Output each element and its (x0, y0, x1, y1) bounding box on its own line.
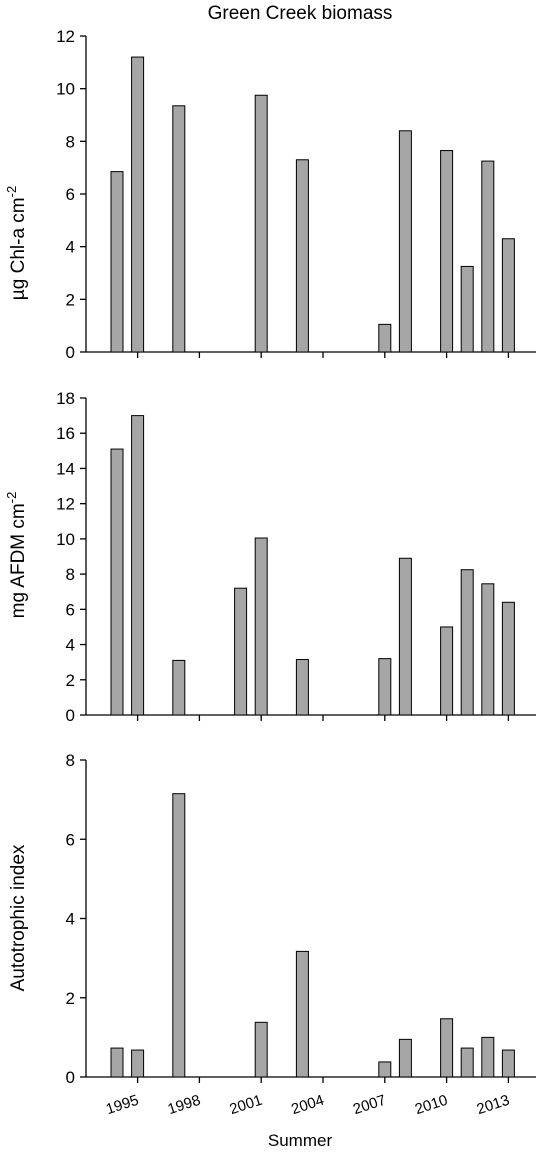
y-tick-label: 0 (66, 706, 75, 725)
bar-2010 (440, 150, 454, 353)
y-axis-label-exponent: -2 (4, 186, 19, 198)
x-tick-label: 2013 (475, 1092, 512, 1118)
y-tick-label: 16 (56, 424, 75, 443)
y-axis-label: Autotrophic index (8, 844, 29, 991)
bar-2012 (481, 160, 495, 353)
y-tick-label: 4 (66, 910, 75, 929)
bar-2010 (440, 1018, 454, 1078)
y-tick-label: 4 (66, 238, 75, 257)
bar-1997 (172, 659, 186, 716)
y-tick-label: 6 (66, 185, 75, 204)
y-axis-label-main: mg AFDM cm (8, 503, 29, 618)
bar-1997 (172, 793, 186, 1078)
bar-2012 (481, 1036, 495, 1078)
bar-1994 (110, 171, 124, 353)
y-axis-label: µg Chl-a cm-2 (4, 186, 29, 300)
bar-2010 (440, 626, 454, 716)
bar-2008 (398, 557, 412, 716)
y-tick-label: 10 (56, 80, 75, 99)
panel-chlorophyll: 0 2 4 6 8 10 12 µg Chl-a cm-2 (4, 27, 536, 362)
bar-2003 (295, 950, 309, 1078)
bar-2003 (295, 659, 309, 716)
bar-1995 (131, 1049, 145, 1078)
bar-1994 (110, 448, 124, 716)
x-tick-label: 2007 (351, 1092, 388, 1118)
y-tick-label: 0 (66, 343, 75, 362)
y-tick-label: 6 (66, 600, 75, 619)
bar-1995 (131, 415, 145, 716)
bar-2007 (378, 1061, 392, 1078)
y-tick-label: 0 (66, 1068, 75, 1087)
y-tick-label: 18 (56, 389, 75, 408)
bar-2007 (378, 658, 392, 716)
y-axis-label-main: µg Chl-a cm (8, 197, 29, 300)
figure-title: Green Creek biomass (208, 3, 393, 24)
y-axis-label-exponent: -2 (4, 492, 19, 504)
y-tick-label: 2 (66, 989, 75, 1008)
bar-2013 (501, 238, 515, 353)
bar-2008 (398, 130, 412, 353)
x-tick-label: 2010 (413, 1092, 450, 1118)
bar-2001 (254, 537, 268, 716)
bar-2013 (501, 1049, 515, 1078)
panel-autotrophic-index: 0 2 4 6 8 Autotrophic index 1995 1998 2001 2004 20… (8, 751, 536, 1118)
y-tick-label: 12 (56, 495, 75, 514)
y-tick-label: 8 (66, 132, 75, 151)
bar-2013 (501, 601, 515, 716)
bar-1997 (172, 105, 186, 353)
x-axis-label: Summer (268, 1131, 333, 1150)
bar-2011 (460, 265, 474, 353)
bar-1995 (131, 56, 145, 353)
panel-afdm: 0 2 4 6 8 10 12 14 16 18 mg AFDM cm-2 (4, 389, 536, 725)
bar-2011 (460, 1047, 474, 1078)
x-tick-label: 1995 (104, 1092, 141, 1118)
bar-2007 (378, 323, 392, 353)
y-tick-label: 2 (66, 671, 75, 690)
y-tick-label: 14 (56, 459, 75, 478)
y-axis-label-main: Autotrophic index (8, 844, 29, 991)
bar-2000 (234, 587, 248, 716)
y-tick-label: 10 (56, 530, 75, 549)
bar-2012 (481, 583, 495, 716)
y-tick-label: 2 (66, 290, 75, 309)
bar-2001 (254, 1021, 268, 1078)
y-tick-label: 6 (66, 830, 75, 849)
bar-2003 (295, 159, 309, 353)
y-tick-label: 8 (66, 751, 75, 770)
y-tick-label: 12 (56, 27, 75, 46)
bar-2008 (398, 1038, 412, 1078)
y-tick-label: 4 (66, 636, 75, 655)
bar-2001 (254, 94, 268, 353)
x-tick-label: 2004 (289, 1092, 326, 1118)
bar-2011 (460, 569, 474, 716)
x-tick-label: 2001 (227, 1092, 264, 1118)
y-tick-label: 8 (66, 565, 75, 584)
y-axis-label: mg AFDM cm-2 (4, 492, 29, 619)
x-tick-label: 1998 (166, 1092, 203, 1118)
bar-1994 (110, 1047, 124, 1078)
